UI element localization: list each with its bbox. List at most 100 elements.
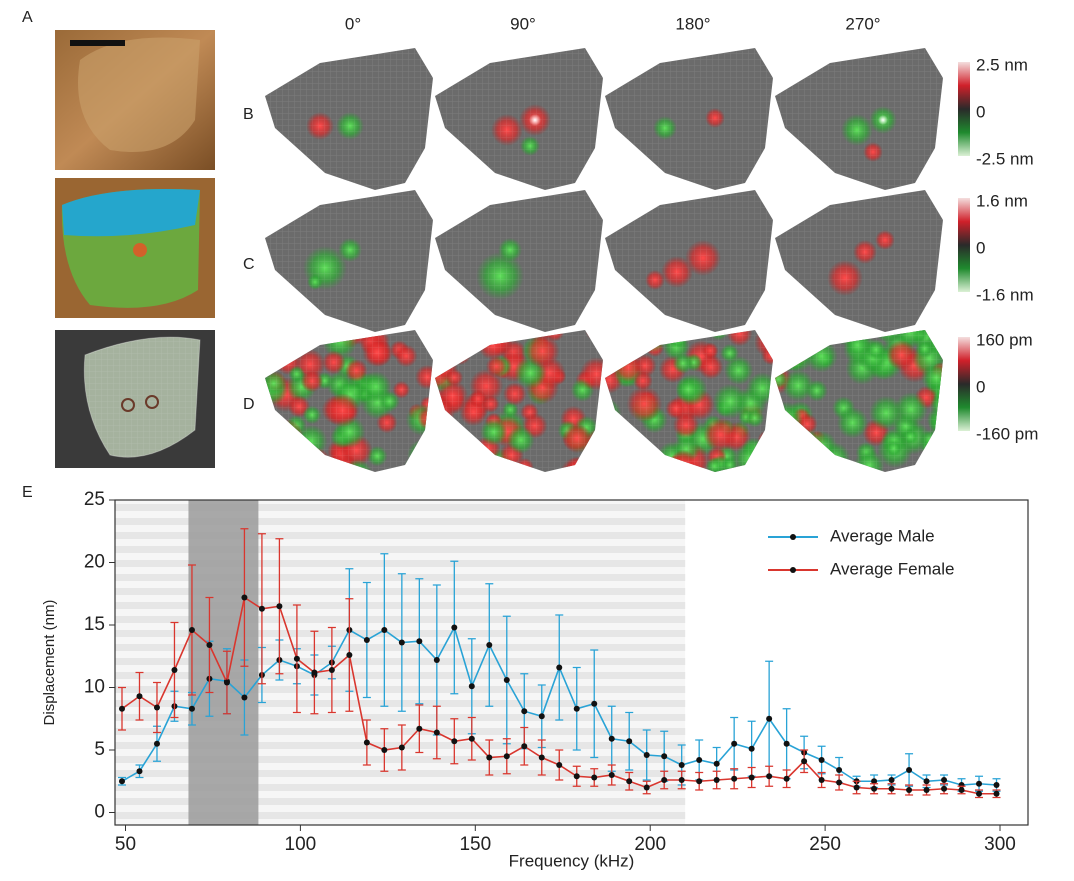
point	[678, 762, 685, 768]
photo-spot	[133, 243, 147, 257]
heatmap-blob	[292, 445, 319, 471]
legend-label: Average Male	[830, 526, 935, 545]
point	[591, 700, 598, 707]
y-tick-label: 0	[94, 802, 105, 823]
legend-marker	[790, 567, 796, 573]
heatmap-blobs	[435, 330, 603, 472]
point	[906, 787, 913, 793]
heatmap-grid	[265, 190, 433, 332]
colorbars: 2.5 nm 0 -2.5 nm 1.6 nm 0 -1.6 nm 160 pm 0 -160 …	[958, 55, 1038, 443]
x-tick-label: 100	[285, 834, 317, 855]
heatmap-blob	[775, 439, 791, 462]
point	[591, 774, 598, 781]
heatmap-blob	[265, 337, 285, 368]
heatmap-blob	[465, 457, 487, 472]
point	[136, 768, 143, 775]
point	[818, 757, 825, 763]
heatmap-grid	[265, 48, 433, 190]
point	[241, 694, 248, 701]
y-tick-label: 10	[84, 677, 105, 698]
point	[538, 713, 545, 720]
heatmap	[775, 48, 943, 190]
heatmap-blobs	[435, 48, 603, 190]
heatmap-blob	[312, 330, 330, 343]
heatmap-blobs	[265, 330, 433, 472]
heatmaps	[265, 48, 943, 472]
heatmap	[605, 330, 773, 472]
point	[993, 782, 1000, 788]
heatmap-blob	[778, 336, 798, 356]
heatmap	[775, 190, 943, 332]
photo-grid	[83, 336, 201, 458]
point	[258, 605, 265, 612]
point	[713, 760, 720, 767]
photos	[55, 30, 215, 468]
point	[416, 725, 423, 732]
point	[468, 683, 475, 690]
point	[626, 738, 633, 745]
point	[381, 747, 388, 753]
point	[871, 778, 878, 785]
heatmap-blob	[777, 434, 801, 459]
point	[766, 715, 773, 722]
point	[836, 767, 843, 773]
heatmap-grid	[775, 330, 943, 472]
heatmap-blob	[450, 431, 478, 460]
point	[783, 740, 790, 747]
photo-spot	[145, 395, 159, 409]
point	[503, 753, 510, 760]
point	[608, 735, 615, 742]
heatmap-grid	[605, 330, 773, 472]
point	[223, 679, 230, 686]
point	[398, 639, 405, 646]
heatmap-blobs	[775, 190, 943, 332]
point	[118, 705, 125, 712]
heatmap-blob	[438, 344, 456, 363]
point	[433, 729, 440, 736]
point	[521, 743, 528, 750]
point	[188, 627, 195, 633]
point	[398, 744, 405, 751]
heatmap	[605, 190, 773, 332]
heatmap-blob	[476, 466, 494, 472]
point	[941, 777, 948, 783]
point	[783, 775, 790, 782]
heatmap-blob	[281, 460, 307, 472]
colorbar-label: -2.5 nm	[976, 149, 1034, 168]
heatmap	[435, 190, 603, 332]
heatmap-blob	[793, 440, 821, 468]
colorbar	[958, 198, 970, 292]
point	[328, 667, 335, 673]
heatmap-blob	[638, 456, 664, 472]
heatmap	[605, 48, 773, 190]
point	[888, 785, 895, 792]
highlight-band	[188, 500, 259, 825]
heatmap-blob	[626, 459, 648, 472]
y-tick-label: 15	[84, 614, 105, 635]
colorbar-label: 160 pm	[976, 330, 1033, 349]
point	[381, 627, 388, 633]
panel-label: C	[243, 256, 255, 273]
point	[573, 773, 580, 780]
point	[661, 777, 668, 783]
point	[976, 780, 983, 787]
colorbar-label: 0	[976, 238, 985, 257]
y-tick-label: 5	[94, 739, 105, 760]
heatmap-blob	[302, 460, 319, 472]
heatmap-blobs	[775, 330, 943, 472]
point	[888, 777, 895, 783]
heatmap-blob	[435, 457, 450, 472]
point	[171, 667, 178, 673]
point	[993, 790, 1000, 797]
point	[818, 777, 825, 783]
point	[573, 705, 580, 712]
heatmap-blob	[762, 330, 773, 340]
point	[748, 774, 755, 781]
heatmap	[435, 48, 603, 190]
point	[363, 637, 370, 643]
heatmap-grid	[435, 48, 603, 190]
heatmap	[435, 330, 603, 472]
heatmap-blobs	[775, 48, 943, 190]
column-heading: 270°	[845, 14, 880, 33]
